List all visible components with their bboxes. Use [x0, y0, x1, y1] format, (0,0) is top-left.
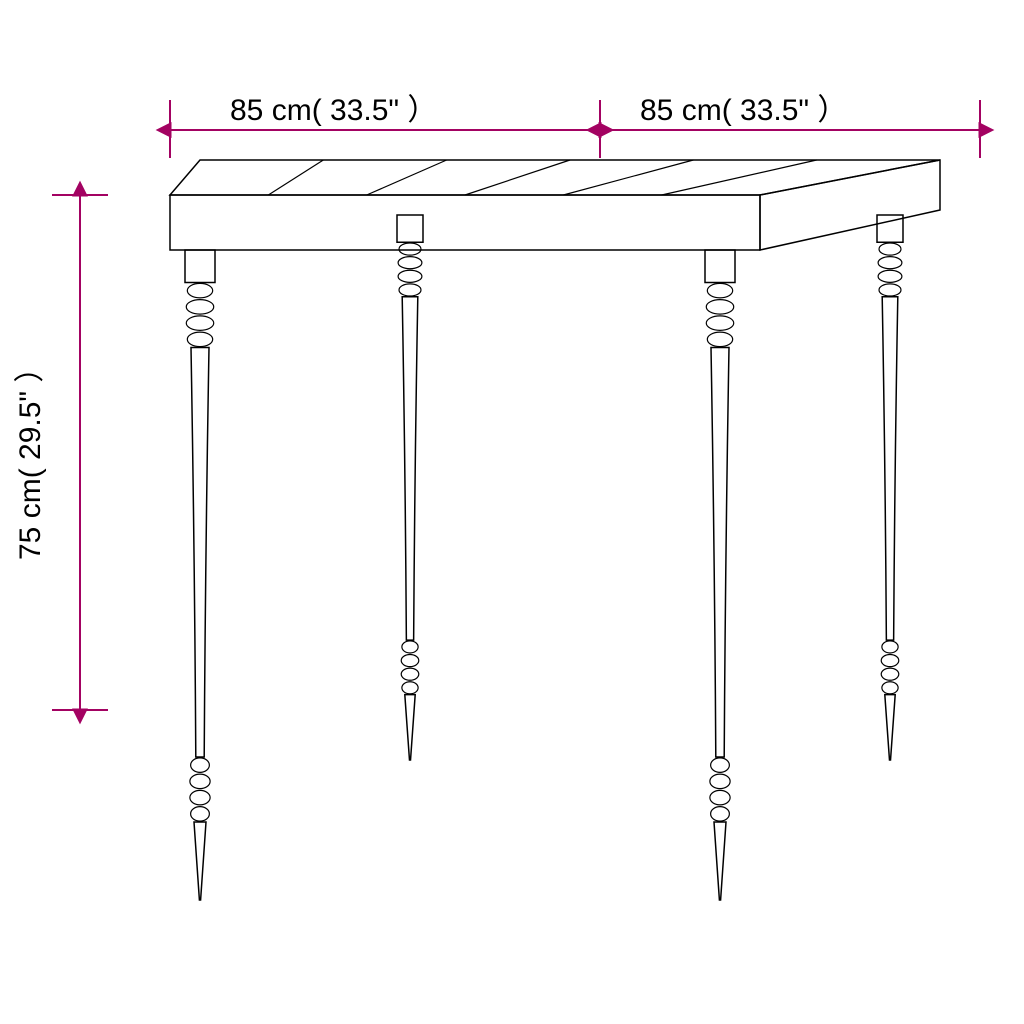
tabletop-slat: [662, 160, 817, 195]
leg-front-left: [185, 250, 215, 900]
tabletop-slat: [465, 160, 570, 195]
apron-front: [170, 195, 760, 250]
leg-back-left: [397, 215, 423, 760]
tabletop-slat: [563, 160, 693, 195]
leg-back-right: [877, 215, 903, 760]
leg-front-right: [705, 250, 735, 900]
tabletop-slat: [268, 160, 323, 195]
table-drawing: [170, 160, 940, 900]
dimension-label-height: 75 cm( 29.5" ）: [14, 353, 47, 560]
tabletop-slat: [367, 160, 447, 195]
apron-side: [760, 160, 940, 250]
dimension-label-depth: 85 cm( 33.5" ）: [640, 94, 847, 127]
dimension-label-width: 85 cm( 33.5" ）: [230, 94, 437, 127]
